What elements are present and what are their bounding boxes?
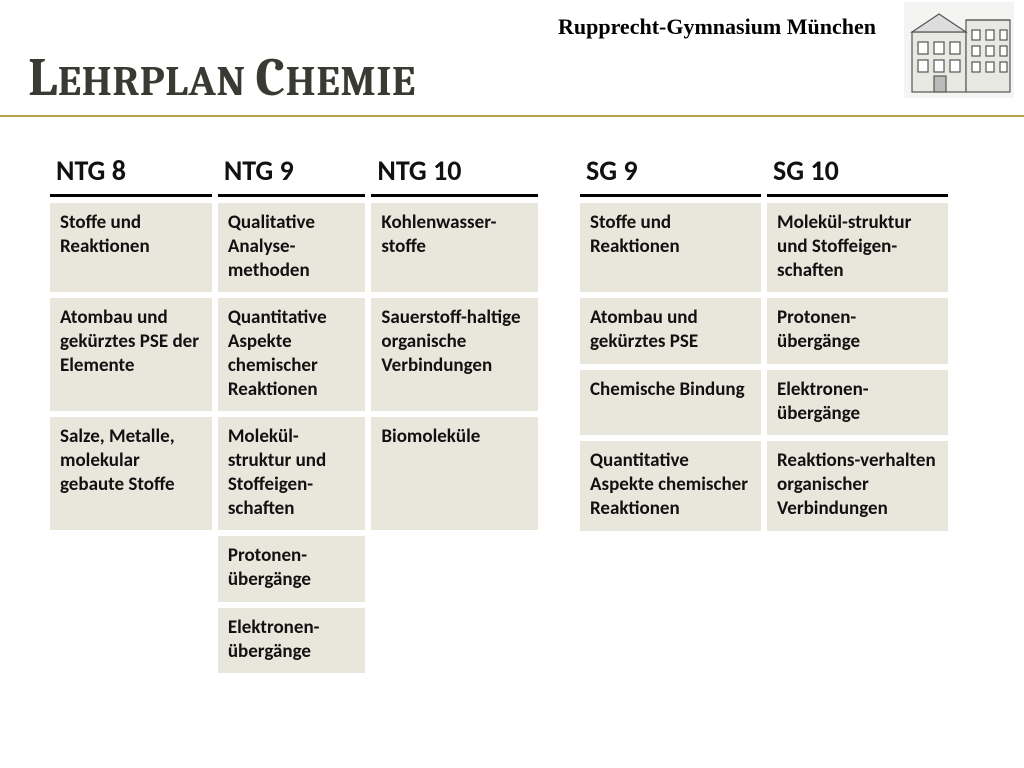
empty-cell (371, 608, 538, 674)
table-row: Quantitative Aspekte chemischer Reaktion… (580, 441, 948, 530)
cell: Elektronen-übergänge (218, 608, 366, 674)
cell: Protonen-übergänge (218, 536, 366, 602)
table-row: Stoffe und Reaktionen Qualitative Analys… (50, 203, 538, 292)
empty-cell (371, 536, 538, 602)
title-word-1: EHRPLAN (58, 57, 256, 106)
cell: Atombau und gekürztes PSE (580, 298, 761, 364)
ntg-tbody: Stoffe und Reaktionen Qualitative Analys… (50, 203, 538, 673)
cell: Molekül-struktur und Stoffeigen-schaften (218, 417, 366, 530)
sg-tbody: Stoffe und Reaktionen Molekül-struktur u… (580, 203, 948, 531)
empty-cell (50, 608, 212, 674)
table-row: Atombau und gekürztes PSE der Elemente Q… (50, 298, 538, 411)
cell: Sauerstoff-haltige organische Verbindung… (371, 298, 538, 411)
cell: Molekül-struktur und Stoffeigen-schaften (767, 203, 948, 292)
cell: Atombau und gekürztes PSE der Elemente (50, 298, 212, 411)
cell: Stoffe und Reaktionen (580, 203, 761, 292)
title-word-2: HEMIE (286, 57, 416, 106)
sg-header-2: SG 10 (767, 147, 948, 197)
ntg-table: NTG 8 NTG 9 NTG 10 Stoffe und Reaktionen… (44, 141, 544, 679)
ntg-table-wrap: NTG 8 NTG 9 NTG 10 Stoffe und Reaktionen… (44, 141, 544, 679)
table-row: Atombau und gekürztes PSE Protonen-überg… (580, 298, 948, 364)
cell: Stoffe und Reaktionen (50, 203, 212, 292)
title-cap-1: L (28, 46, 58, 109)
title-cap-2: C (255, 46, 285, 109)
cell: Quantitative Aspekte chemischer Reaktion… (580, 441, 761, 530)
cell: Biomoleküle (371, 417, 538, 530)
ntg-header-2: NTG 9 (218, 147, 366, 197)
ntg-header-1: NTG 8 (50, 147, 212, 197)
cell: Chemische Bindung (580, 370, 761, 436)
school-logo (904, 2, 1014, 98)
empty-cell (50, 536, 212, 602)
cell: Qualitative Analyse-methoden (218, 203, 366, 292)
cell: Kohlenwasser-stoffe (371, 203, 538, 292)
table-row: Chemische Bindung Elektronen-übergänge (580, 370, 948, 436)
content-area: NTG 8 NTG 9 NTG 10 Stoffe und Reaktionen… (0, 117, 1024, 679)
school-name: Rupprecht-Gymnasium München (28, 8, 996, 40)
page-title: LEHRPLAN CHEMIE (28, 46, 996, 109)
table-row: Elektronen-übergänge (50, 608, 538, 674)
cell: Quantitative Aspekte chemischer Reaktion… (218, 298, 366, 411)
sg-header-1: SG 9 (580, 147, 761, 197)
sg-table: SG 9 SG 10 Stoffe und Reaktionen Molekül… (574, 141, 954, 537)
cell: Elektronen-übergänge (767, 370, 948, 436)
header: Rupprecht-Gymnasium München LEHRPLAN CHE… (0, 0, 1024, 109)
table-row: Protonen-übergänge (50, 536, 538, 602)
table-row: Stoffe und Reaktionen Molekül-struktur u… (580, 203, 948, 292)
sg-table-wrap: SG 9 SG 10 Stoffe und Reaktionen Molekül… (574, 141, 954, 679)
cell: Salze, Metalle, molekular gebaute Stoffe (50, 417, 212, 530)
ntg-header-3: NTG 10 (371, 147, 538, 197)
slide: Rupprecht-Gymnasium München LEHRPLAN CHE… (0, 0, 1024, 768)
cell: Reaktions-verhalten organischer Verbindu… (767, 441, 948, 530)
table-row: Salze, Metalle, molekular gebaute Stoffe… (50, 417, 538, 530)
cell: Protonen-übergänge (767, 298, 948, 364)
